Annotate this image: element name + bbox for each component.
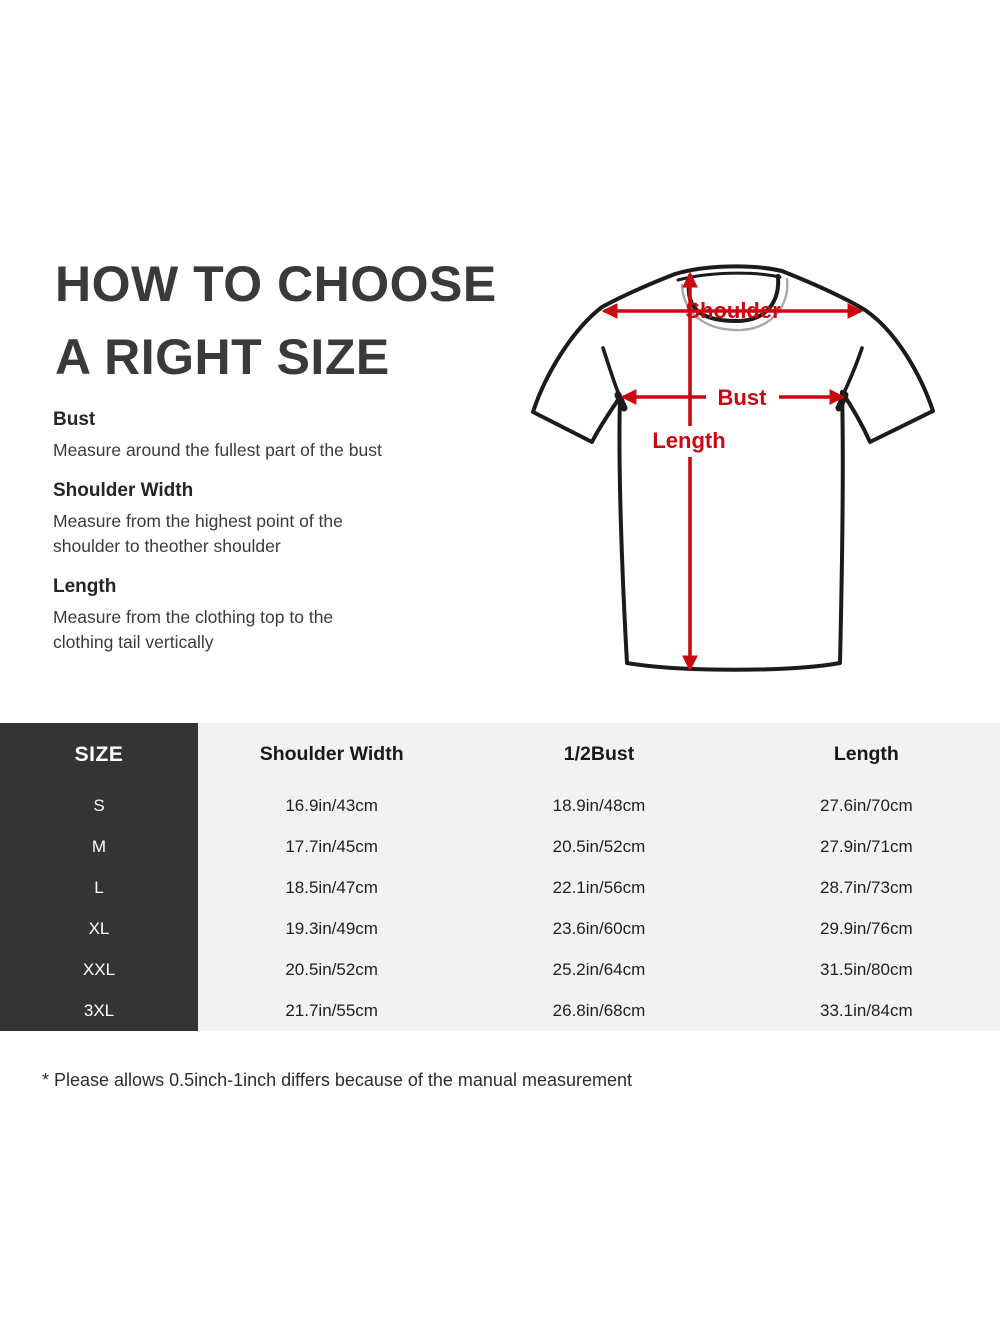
size-table: SIZE Shoulder Width 1/2Bust Length S 16.… bbox=[0, 723, 1000, 1031]
half-bust-cell: 22.1in/56cm bbox=[552, 878, 646, 898]
size-cell: L bbox=[0, 867, 198, 909]
size-table-header-bust: 1/2Bust bbox=[563, 743, 635, 765]
half-bust-cell: 26.8in/68cm bbox=[552, 1000, 646, 1020]
shoulder-width-cell: 17.7in/45cm bbox=[285, 837, 378, 857]
size-table-header-size: SIZE bbox=[0, 723, 198, 786]
size-table-header-shoulder: Shoulder Width bbox=[259, 743, 404, 765]
half-bust-cell: 23.6in/60cm bbox=[552, 918, 646, 938]
page-title-line-2: A RIGHT SIZE bbox=[55, 329, 390, 385]
instruction-heading: Bust bbox=[53, 409, 96, 430]
length-cell: 28.7in/73cm bbox=[820, 878, 913, 898]
measure-instructions: Bust Measure around the fullest part of … bbox=[53, 409, 463, 672]
half-bust-cell: 18.9in/48cm bbox=[552, 796, 646, 816]
size-cell: XXL bbox=[0, 949, 198, 991]
half-bust-cell: 20.5in/52cm bbox=[552, 837, 646, 857]
length-label: Length bbox=[652, 428, 725, 453]
size-cell: S bbox=[0, 786, 198, 827]
instruction-heading: Length bbox=[53, 576, 117, 597]
instruction-text: Measure from the clothing top to the bbox=[53, 607, 334, 627]
tshirt-outline bbox=[531, 264, 935, 672]
length-cell: 27.9in/71cm bbox=[820, 837, 913, 857]
instruction-text: Measure around the fullest part of the b… bbox=[53, 440, 382, 460]
shoulder-width-cell: 18.5in/47cm bbox=[285, 878, 378, 898]
shoulder-width-cell: 19.3in/49cm bbox=[285, 918, 378, 938]
instruction-length: Length Measure from the clothing top to … bbox=[53, 576, 463, 655]
instruction-text: Measure from the highest point of the bbox=[53, 511, 343, 531]
length-cell: 27.6in/70cm bbox=[820, 796, 913, 816]
size-table-header-length: Length bbox=[833, 743, 899, 765]
instruction-heading: Shoulder Width bbox=[53, 480, 194, 501]
bust-label: Bust bbox=[718, 385, 768, 410]
shoulder-width-cell: 16.9in/43cm bbox=[285, 796, 378, 816]
length-cell: 31.5in/80cm bbox=[820, 959, 913, 979]
instruction-text: clothing tail vertically bbox=[53, 632, 214, 652]
page-title: HOW TO CHOOSE A RIGHT SIZE bbox=[55, 248, 497, 394]
instruction-shoulder-width: Shoulder Width Measure from the highest … bbox=[53, 480, 463, 559]
length-cell: 29.9in/76cm bbox=[820, 918, 913, 938]
shoulder-label: Shoulder bbox=[685, 298, 781, 323]
instruction-bust: Bust Measure around the fullest part of … bbox=[53, 409, 463, 463]
instruction-text: shoulder to theother shoulder bbox=[53, 536, 281, 556]
size-cell: 3XL bbox=[0, 990, 198, 1031]
shoulder-width-cell: 21.7in/55cm bbox=[285, 1000, 378, 1020]
size-cell: M bbox=[0, 826, 198, 868]
length-cell: 33.1in/84cm bbox=[820, 1000, 913, 1020]
shoulder-width-cell: 20.5in/52cm bbox=[285, 959, 378, 979]
measurement-disclaimer: * Please allows 0.5inch-1inch differs be… bbox=[42, 1070, 633, 1090]
tshirt-measurement-diagram: Shoulder Bust Length bbox=[531, 264, 935, 672]
size-cell: XL bbox=[0, 908, 198, 950]
half-bust-cell: 25.2in/64cm bbox=[552, 959, 646, 979]
page-title-line-1: HOW TO CHOOSE bbox=[55, 256, 497, 312]
